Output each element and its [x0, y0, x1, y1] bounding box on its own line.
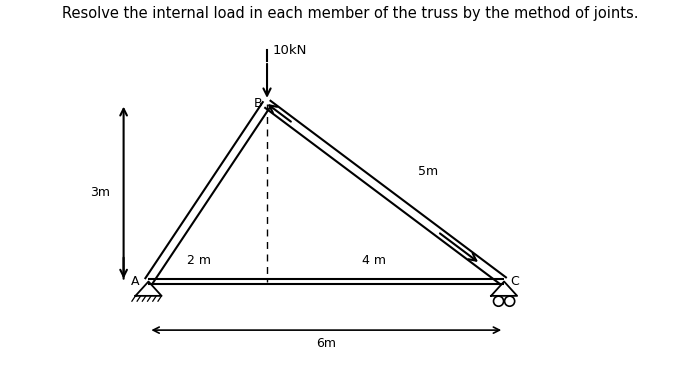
Circle shape	[505, 296, 514, 306]
Text: B: B	[254, 97, 262, 110]
Circle shape	[494, 296, 503, 306]
Text: A: A	[131, 275, 140, 288]
Text: C: C	[510, 275, 519, 288]
Text: 5m: 5m	[418, 165, 438, 178]
Text: 2 m: 2 m	[187, 254, 211, 267]
Text: 10kN: 10kN	[273, 44, 307, 57]
Text: Resolve the internal load in each member of the truss by the method of joints.: Resolve the internal load in each member…	[62, 6, 638, 21]
Text: 3m: 3m	[90, 186, 110, 199]
Text: 4 m: 4 m	[362, 254, 386, 267]
Text: 6m: 6m	[316, 337, 336, 350]
